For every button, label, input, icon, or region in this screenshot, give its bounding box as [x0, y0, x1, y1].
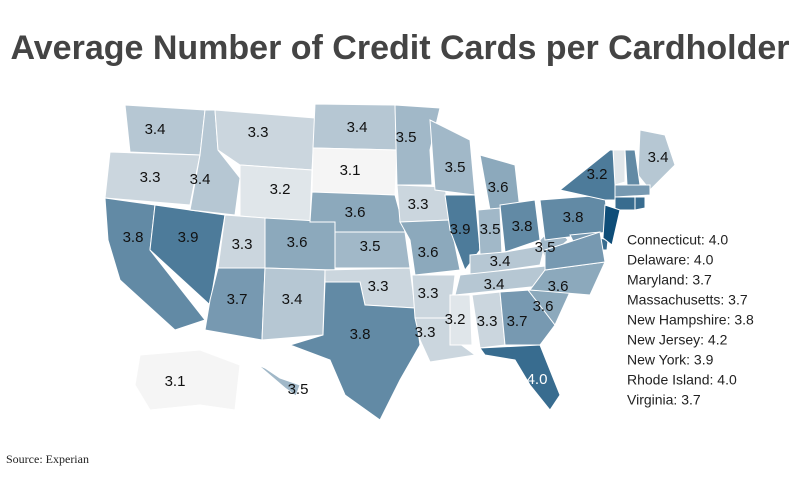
- state-value-label: 3.5: [445, 159, 466, 176]
- state-value-label: 3.5: [396, 129, 417, 146]
- state: [614, 196, 636, 211]
- state-value-label: 3.6: [533, 298, 554, 315]
- state: [602, 204, 621, 246]
- state-value-label: 3.2: [270, 181, 291, 198]
- state-value-label: 3.8: [123, 229, 144, 246]
- state-value-label: 3.7: [507, 313, 528, 330]
- state-value-label: 3.4: [145, 121, 166, 138]
- state: [634, 196, 646, 211]
- list-entry: Connecticut: 4.0: [627, 232, 728, 248]
- state: [429, 119, 476, 196]
- list-entry: Rhode Island: 4.0: [627, 372, 737, 388]
- state-value-label: 3.6: [488, 179, 509, 196]
- state-value-label: 3.4: [347, 119, 368, 136]
- state-value-label: 3.6: [345, 204, 366, 221]
- list-entry: New York: 3.9: [627, 352, 714, 368]
- list-entry: Massachusetts: 3.7: [627, 292, 748, 308]
- list-entry: Delaware: 4.0: [627, 252, 714, 268]
- list-entry: Virginia: 3.7: [627, 392, 701, 408]
- state-value-label: 3.8: [563, 209, 584, 226]
- state-value-label: 3.4: [484, 276, 505, 293]
- state-value-label: 3.3: [408, 196, 429, 213]
- state: [558, 149, 616, 201]
- state: [624, 149, 641, 186]
- list-entry: New Jersey: 4.2: [627, 332, 728, 348]
- state-value-label: 3.2: [445, 311, 466, 328]
- state-value-label: 3.3: [140, 169, 161, 186]
- state: [104, 151, 201, 206]
- state: [614, 184, 651, 198]
- state-value-label: 3.4: [648, 149, 669, 166]
- state: [394, 104, 441, 186]
- state: [399, 219, 461, 276]
- state-value-label: 3.7: [227, 291, 248, 308]
- source: Source: Experian: [6, 452, 89, 466]
- state: [134, 349, 241, 411]
- state-value-label: 3.3: [418, 285, 439, 302]
- state-value-label: 3.9: [450, 221, 471, 238]
- state-value-label: 3.8: [512, 218, 533, 235]
- state-value-label: 3.8: [350, 326, 371, 343]
- state: [449, 294, 473, 346]
- state-value-label: 3.3: [368, 278, 389, 295]
- state-value-label: 3.3: [477, 313, 498, 330]
- state-value-label: 3.9: [178, 229, 199, 246]
- state-value-label: 3.4: [190, 171, 211, 188]
- title: Average Number of Credit Cards per Cardh…: [10, 29, 789, 67]
- state: [637, 129, 676, 191]
- state: [479, 344, 561, 411]
- state: [257, 364, 301, 397]
- state-value-label: 3.6: [418, 244, 439, 261]
- list-entry: Maryland: 3.7: [627, 272, 712, 288]
- small-state-list: Connecticut: 4.0 Delaware: 4.0 Maryland: 3…: [627, 232, 754, 408]
- state: [288, 281, 421, 421]
- state-value-label: 4.0: [527, 371, 548, 388]
- state-value-label: 3.5: [288, 381, 309, 398]
- state-value-label: 3.3: [248, 124, 269, 141]
- labels: 3.4 3.3 3.8 3.9 3.4 3.3 3.2 3.3 3.7 3.6 3.4 3.4 3.1 3…: [123, 119, 669, 398]
- state: [204, 267, 266, 341]
- state-value-label: 3.1: [340, 162, 361, 179]
- state-value-label: 3.5: [480, 221, 501, 238]
- state: [499, 289, 556, 346]
- state-value-label: 3.1: [165, 373, 186, 390]
- state-value-label: 3.3: [232, 236, 253, 253]
- state-value-label: 3.6: [287, 234, 308, 251]
- state-value-label: 3.5: [535, 239, 556, 256]
- state: [469, 244, 546, 276]
- state-value-label: 3.4: [282, 291, 303, 308]
- state-value-label: 3.3: [415, 324, 436, 341]
- state-value-label: 3.5: [360, 238, 381, 255]
- state-value-label: 3.6: [548, 278, 569, 295]
- state: [544, 231, 606, 271]
- states: [104, 103, 676, 421]
- list-entry: New Hampshire: 3.8: [627, 312, 754, 328]
- state-value-label: 3.4: [490, 253, 511, 270]
- state-value-label: 3.2: [587, 166, 608, 183]
